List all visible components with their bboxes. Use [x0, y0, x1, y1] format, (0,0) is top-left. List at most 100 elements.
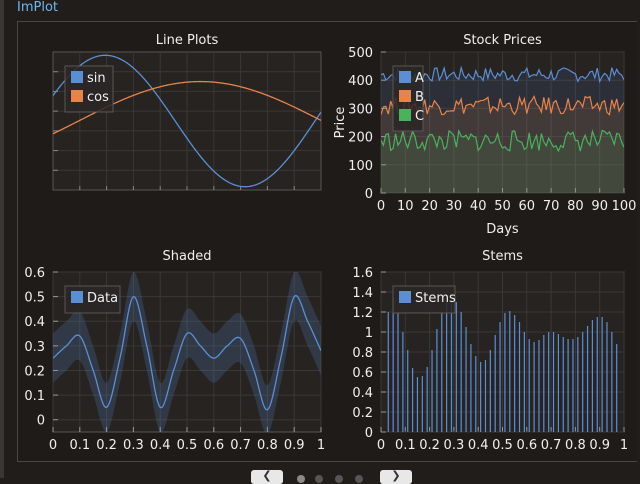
series-line-Data — [53, 294, 321, 411]
y-tick-label: 0 — [365, 426, 373, 441]
y-tick-label: 400 — [348, 74, 373, 89]
x-tick-label: 0.3 — [123, 438, 144, 453]
x-tick-label: 30 — [446, 199, 463, 214]
y-tick-label: 0.1 — [24, 389, 45, 404]
plot-data — [53, 272, 321, 432]
x-tick-label: 0.1 — [395, 438, 416, 453]
x-tick-label: 1 — [317, 438, 325, 453]
x-tick-label: 0 — [377, 199, 385, 214]
y-tick-label: 100 — [348, 159, 373, 174]
x-tick-label: 0.4 — [468, 438, 489, 453]
legend-swatch-C — [399, 109, 411, 121]
x-tick-label: 1 — [620, 438, 628, 453]
x-tick-label: 80 — [567, 199, 584, 214]
y-tick-label: 0.3 — [24, 340, 45, 355]
plot-title: Line Plots — [156, 33, 219, 48]
legend-label-C: C — [415, 109, 424, 124]
x-tick-label: 0.9 — [589, 438, 610, 453]
y-tick-label: 200 — [348, 131, 373, 146]
plot-title: Stock Prices — [463, 33, 542, 48]
x-tick-label: 0.7 — [541, 438, 562, 453]
y-tick-label: 0 — [37, 414, 45, 429]
y-tick-label: 1.4 — [352, 286, 373, 301]
y-tick-label: 0.4 — [352, 386, 373, 401]
window-title[interactable]: ImPlot — [17, 0, 58, 15]
x-tick-label: 70 — [543, 199, 560, 214]
plot-data — [381, 65, 624, 193]
legend-swatch-Stems — [399, 291, 411, 303]
legend-swatch-sin — [71, 71, 83, 83]
x-tick-label: 10 — [397, 199, 414, 214]
legend-label-sin: sin — [87, 71, 106, 86]
legend-swatch-cos — [71, 90, 83, 102]
series-line-sin — [53, 54, 321, 188]
x-tick-label: 40 — [470, 199, 487, 214]
legend-box — [64, 65, 114, 113]
y-tick-label: 1.6 — [352, 266, 373, 281]
plot-title: Shaded — [163, 249, 212, 264]
x-tick-label: 100 — [612, 199, 637, 214]
plot-3 — [380, 271, 625, 433]
y-tick-label: 0 — [365, 187, 373, 202]
x-tick-label: 0.3 — [444, 438, 465, 453]
x-tick-label: 0.4 — [150, 438, 171, 453]
plot-title: Stems — [482, 249, 523, 264]
legend-label-Data: Data — [87, 291, 118, 306]
page-dot-2[interactable] — [315, 475, 323, 483]
x-tick-label: 0 — [49, 438, 57, 453]
y-tick-label: 0.4 — [24, 315, 45, 330]
x-tick-label: 0.2 — [419, 438, 440, 453]
x-tick-label: 50 — [494, 199, 511, 214]
x-tick-label: 0.2 — [96, 438, 117, 453]
legend-swatch-B — [399, 90, 411, 102]
legend-swatch-A — [399, 71, 411, 83]
y-tick-label: 0.6 — [352, 366, 373, 381]
y-tick-label: 0.2 — [352, 406, 373, 421]
x-axis-label: Days — [486, 222, 519, 237]
y-axis-label: Price — [333, 107, 348, 139]
x-tick-label: 0.1 — [69, 438, 90, 453]
x-tick-label: 0.7 — [230, 438, 251, 453]
y-tick-label: 0.6 — [24, 266, 45, 281]
legend-label-A: A — [415, 71, 424, 86]
x-tick-label: 0.9 — [284, 438, 305, 453]
y-tick-label: 0.2 — [24, 364, 45, 379]
y-tick-label: 500 — [348, 46, 373, 61]
page-dot-1[interactable] — [297, 475, 305, 483]
chevron-right-icon: ❯ — [391, 469, 401, 482]
series-shade-A — [381, 67, 624, 193]
chevron-left-icon: ❮ — [262, 469, 272, 482]
y-tick-label: 0.5 — [24, 291, 45, 306]
x-tick-label: 20 — [421, 199, 438, 214]
series-shade-Data — [53, 272, 321, 432]
y-tick-label: 300 — [348, 102, 373, 117]
page-dot-4[interactable] — [355, 475, 363, 483]
legend-swatch-Data — [71, 291, 83, 303]
y-tick-label: 1.2 — [352, 306, 373, 321]
plot-2 — [52, 271, 322, 433]
series-line-C — [381, 128, 624, 153]
legend-label-B: B — [415, 90, 424, 105]
x-tick-label: 60 — [519, 199, 536, 214]
series-shade-B — [381, 96, 624, 193]
x-tick-label: 90 — [591, 199, 608, 214]
legend-label-Stems: Stems — [415, 291, 456, 306]
x-tick-label: 0.8 — [257, 438, 278, 453]
plot-data — [387, 297, 618, 432]
x-tick-label: 0.5 — [177, 438, 198, 453]
next-page-button[interactable]: ❯ — [380, 470, 412, 484]
x-tick-label: 0 — [377, 438, 385, 453]
series-shade-C — [381, 130, 624, 193]
y-tick-label: 0.8 — [352, 346, 373, 361]
x-tick-label: 0.8 — [565, 438, 586, 453]
x-tick-label: 0.6 — [516, 438, 537, 453]
y-tick-label: 1 — [365, 326, 373, 341]
page-dot-3[interactable] — [335, 475, 343, 483]
x-tick-label: 0.6 — [203, 438, 224, 453]
prev-page-button[interactable]: ❮ — [251, 470, 283, 484]
x-tick-label: 0.5 — [492, 438, 513, 453]
legend-label-cos: cos — [87, 90, 109, 105]
plot-0 — [52, 51, 322, 191]
window-left-border — [0, 0, 4, 478]
